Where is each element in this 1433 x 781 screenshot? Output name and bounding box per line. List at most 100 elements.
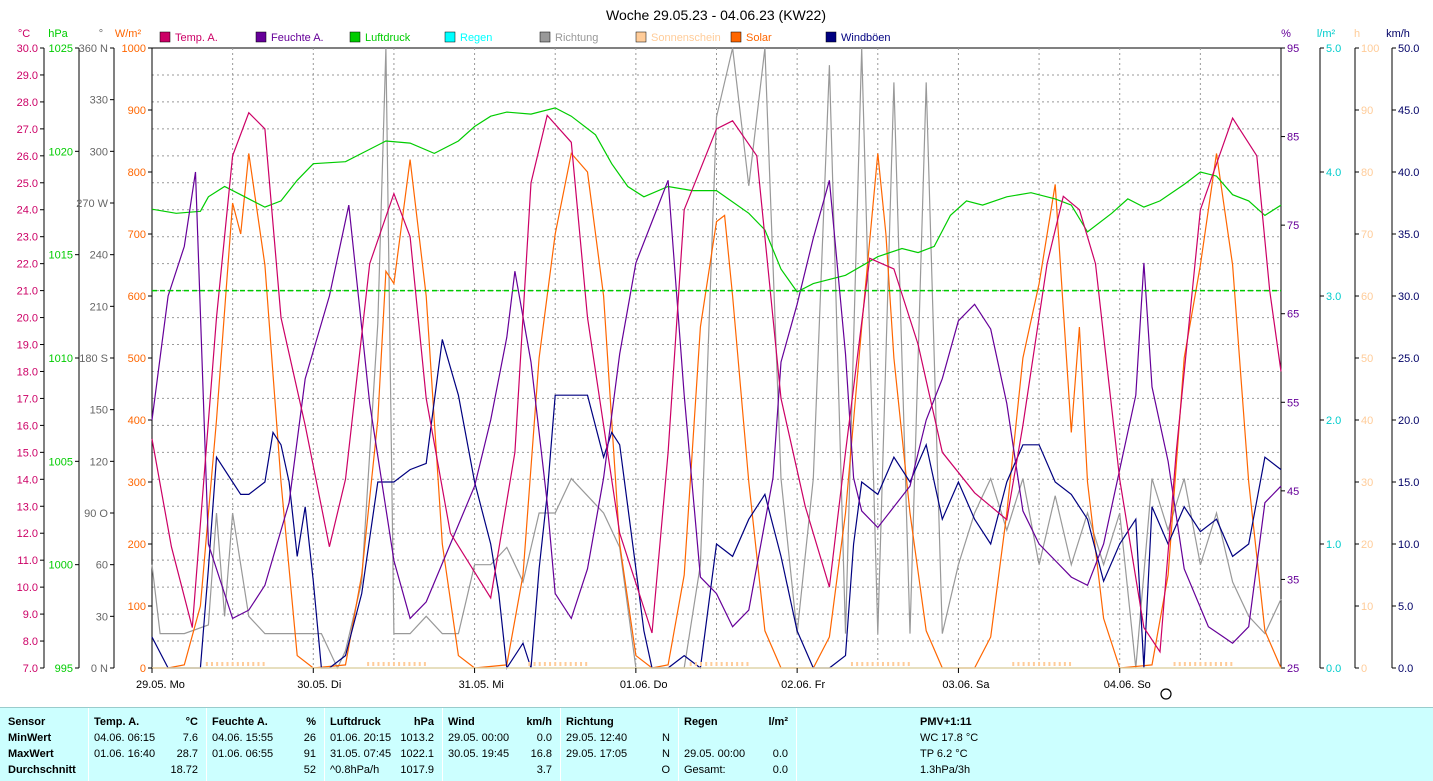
stats-direction-max-time: 29.05. 17:05 [566,748,628,760]
stats-wind-max-value: 16.8 [530,748,552,760]
axis-tick-label-pressure: 1020 [49,146,73,158]
axis-tick-label-direction: 90 O [84,508,108,520]
stats-pmv-pressure-trend: 1.3hPa/3h [920,764,971,776]
stats-pmv-dewpoint: TP 6.2 °C [920,748,968,760]
direction-indicator-icon [1160,688,1172,700]
axis-tick-label-direction: 120 [90,456,108,468]
stats-header-humidity: Feuchte A. [212,716,268,728]
axis-title-solar: W/m² [115,28,142,40]
axis-tick-label-temp: 21.0 [17,286,38,298]
stats-header-temp-unit: °C [185,716,198,728]
axis-tick-label-temp: 30.0 [17,43,38,55]
legend-swatch [444,31,456,43]
stats-wind-min-time: 29.05. 00:00 [448,732,510,744]
axis-tick-label-wind: 5.0 [1398,601,1413,613]
stats-pressure-min-time: 01.06. 20:15 [330,732,392,744]
axis-tick-label-temp: 13.0 [17,501,38,513]
legend-label: Solar [746,32,772,44]
axis-title-humidity: % [1281,28,1291,40]
axis-tick-label-wind: 40.0 [1398,167,1419,179]
axis-tick-label-wind: 45.0 [1398,105,1419,117]
chart-title: Woche 29.05.23 - 04.06.23 (KW22) [606,7,826,23]
axis-tick-label-humidity: 65 [1287,309,1299,321]
stats-row-label-min: MinWert [8,732,52,744]
stats-wind-avg-value: 3.7 [536,764,552,776]
axes: °C 7.0 8.0 9.0 10.0 11.0 12.0 13.0 14.0 15.0 16.0 1… [17,28,1420,675]
axis-tick-label-temp: 27.0 [17,124,38,136]
axis-title-wind: km/h [1386,28,1410,40]
stats-temp-avg-value: 18.72 [170,764,198,776]
axis-tick-label-pressure: 1005 [49,456,73,468]
legend-swatch [159,31,171,43]
axis-tick-label-sunshine: 100 [1361,43,1379,55]
stats-wind-max-time: 30.05. 19:45 [448,748,510,760]
axis-tick-label-solar: 200 [128,539,146,551]
stats-header-pressure-unit: hPa [413,716,434,728]
axis-tick-label-pressure: 995 [55,663,73,675]
axis-tick-label-direction: 0 N [91,663,108,675]
stats-header-rain: Regen [684,716,718,728]
axis-tick-label-rain: 0.0 [1326,663,1341,675]
axis-tick-label-solar: 800 [128,167,146,179]
legend-label: Luftdruck [365,32,411,44]
series-line-solar [152,152,1282,669]
axis-tick-label-solar: 600 [128,291,146,303]
axis-tick-label-humidity: 75 [1287,220,1299,232]
legend-swatch [255,31,267,43]
stats-header-wind: Wind [448,716,475,728]
sunshine-markers [205,662,1233,666]
stats-direction-min-time: 29.05. 12:40 [566,732,628,744]
axis-tick-label-humidity: 35 [1287,574,1299,586]
axis-tick-label-wind: 30.0 [1398,291,1419,303]
stats-pmv-windchill: WC 17.8 °C [920,732,979,744]
series-line-luftdruck [151,107,1282,293]
axis-tick-label-temp: 17.0 [17,393,38,405]
stats-header-wind-unit: km/h [526,716,552,728]
axis-title-rain: l/m² [1317,28,1336,40]
x-tick-label: 29.05. Mo [136,679,185,691]
stats-humidity-min-value: 26 [303,732,316,744]
series-line-temp-a- [151,111,1282,654]
legend-swatch [730,31,742,43]
axis-tick-label-wind: 25.0 [1398,353,1419,365]
axis-tick-label-direction: 240 [90,250,108,262]
axis-tick-label-direction: 330 [90,95,108,107]
axis-tick-label-solar: 900 [128,105,146,117]
stats-pressure-min-value: 1013.2 [400,732,434,744]
axis-tick-label-wind: 35.0 [1398,229,1419,241]
axis-tick-label-temp: 18.0 [17,366,38,378]
axis-tick-label-humidity: 45 [1287,486,1299,498]
x-tick-label: 31.05. Mi [459,679,504,691]
axis-tick-label-sunshine: 0 [1361,663,1367,675]
stats-humidity-max-value: 91 [303,748,316,760]
axis-tick-label-sunshine: 90 [1361,105,1373,117]
axis-tick-label-sunshine: 30 [1361,477,1373,489]
legend-label: Feuchte A. [271,32,324,44]
legend-label: Regen [460,32,492,44]
stats-pressure-trend: ^0.8hPa/h [330,764,380,776]
axis-tick-label-temp: 15.0 [17,447,38,459]
axis-title-sunshine: h [1354,28,1360,40]
axis-tick-label-temp: 20.0 [17,313,38,325]
series-group [151,47,1282,670]
stats-humidity-max-time: 01.06. 06:55 [212,748,274,760]
axis-tick-label-humidity: 25 [1287,663,1299,675]
axis-tick-label-temp: 10.0 [17,582,38,594]
stats-humidity-min-time: 04.06. 15:55 [212,732,274,744]
axis-tick-label-direction: 180 S [79,353,108,365]
axis-tick-label-sunshine: 80 [1361,167,1373,179]
axis-tick-label-direction: 30 [96,611,108,623]
x-axis-labels: 29.05. Mo 30.05. Di 31.05. Mi 01.06. Do 02.0… [136,668,1172,700]
axis-tick-label-pressure: 1015 [49,250,73,262]
axis-tick-label-pressure: 1010 [49,353,73,365]
axis-tick-label-sunshine: 20 [1361,539,1373,551]
axis-tick-label-solar: 1000 [122,43,146,55]
stats-direction-max-value: N [662,748,670,760]
axis-tick-label-solar: 300 [128,477,146,489]
legend-swatch [825,31,837,43]
stats-row-label-avg: Durchschnitt [8,764,76,776]
axis-tick-label-wind: 20.0 [1398,415,1419,427]
axis-tick-label-rain: 4.0 [1326,167,1341,179]
stats-direction-min-value: N [662,732,670,744]
grid [151,47,1282,669]
